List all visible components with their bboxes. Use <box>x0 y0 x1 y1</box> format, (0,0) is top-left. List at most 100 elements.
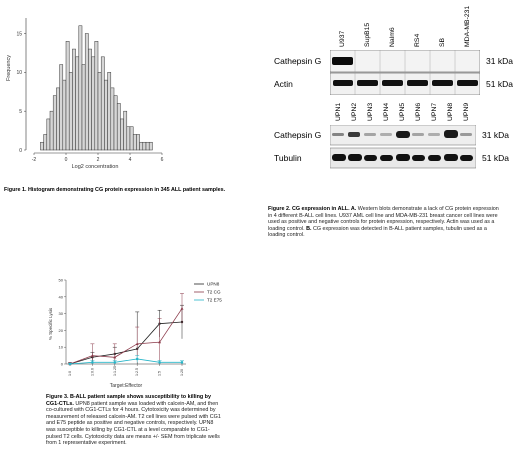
y-axis-label: % Specific Lysis <box>48 307 53 340</box>
blot-row-label: Tubulin <box>274 153 302 163</box>
lane-label: SupB15 <box>364 22 371 47</box>
x-axis-label: Target:Effector <box>110 383 143 389</box>
bottom-blot-image <box>330 125 476 169</box>
x-tick-label: 0 <box>65 157 68 163</box>
y-tick-label: 20 <box>59 328 64 333</box>
band <box>412 155 425 161</box>
histogram-bar <box>43 134 48 151</box>
x-tick-label: 1:20 <box>180 369 184 376</box>
band <box>396 154 410 161</box>
band <box>382 80 403 86</box>
lane-label: UPN9 <box>463 102 470 121</box>
histogram-bar <box>100 56 105 151</box>
x-tick-label: 1:5 <box>158 371 162 376</box>
figure3-caption-title: Figure 3. B-ALL patient sample shows sus… <box>46 394 211 407</box>
x-tick-label: 2 <box>97 157 100 163</box>
lane-label: U937 <box>339 30 346 47</box>
y-tick-label: 10 <box>59 345 64 350</box>
lane-label: UPN6 <box>415 102 422 121</box>
kda-marker: 51 kDa <box>486 79 513 89</box>
figure3-caption-text: UPN8 patient sample was loaded with calc… <box>46 400 221 447</box>
histogram-bar <box>120 118 124 151</box>
band <box>332 154 346 161</box>
band <box>407 80 428 86</box>
data-point <box>180 307 184 310</box>
series-line <box>69 308 183 365</box>
band <box>348 154 362 161</box>
histogram-bar <box>40 141 44 151</box>
blot-row-label: Cathepsin G <box>274 56 322 66</box>
band <box>333 80 353 86</box>
y-axis-label: Frequency <box>6 55 12 81</box>
x-tick-label: -2 <box>32 157 37 163</box>
histogram-bar <box>84 33 89 151</box>
y-tick-label: 40 <box>59 294 64 299</box>
x-axis-label: Log2 concentration <box>72 164 119 170</box>
histogram-bar <box>81 64 86 151</box>
y-tick-label: 50 <box>59 278 64 283</box>
histogram-bar <box>132 134 137 151</box>
histogram-bar <box>123 110 128 151</box>
histogram-bar <box>107 72 112 151</box>
lane-label: UPN1 <box>335 102 342 121</box>
histogram-bar <box>52 95 57 151</box>
lane-label: UPN5 <box>399 102 406 121</box>
figure2-caption: Figure 2. CG expression in ALL. A. Weste… <box>268 206 500 239</box>
figure1-caption-title: Figure 1. Histogram demonstrating CG pro… <box>4 187 226 193</box>
histogram-bar <box>110 87 115 151</box>
lane-label: MDA-MB-231 <box>464 5 471 47</box>
y-tick-label: 0 <box>19 148 22 154</box>
top-blot-image <box>330 50 480 95</box>
figure2-caption-text-a: Western blots demonstrate a lack of CG p… <box>268 206 499 232</box>
x-tick-label: 1:2.5 <box>135 368 139 376</box>
figure1-caption: Figure 1. Histogram demonstrating CG pro… <box>4 187 234 194</box>
data-point <box>158 361 161 364</box>
histogram-bar <box>75 56 80 151</box>
band <box>457 80 478 86</box>
x-tick-label: 1:1.25 <box>113 366 117 376</box>
band <box>460 155 473 161</box>
series-line <box>69 321 183 365</box>
band <box>396 131 410 138</box>
lane-label: UPN3 <box>367 102 374 121</box>
figure3-line-chart: % Specific Lysis Target:Effector 0 10 20 30… <box>48 278 222 390</box>
figure1-histogram: Frequency Log2 concentration 0 5 10 15 -2 0 2 4… <box>6 18 164 170</box>
x-tick-label: 4 <box>129 157 132 163</box>
blot-row-label: Cathepsin G <box>274 130 322 140</box>
band <box>357 80 378 86</box>
histogram-bar <box>68 72 73 151</box>
data-point <box>136 357 139 361</box>
y-tick-label: 15 <box>16 31 22 37</box>
data-point <box>135 342 139 345</box>
histogram-bar <box>62 79 67 151</box>
lane-label: RS4 <box>414 33 421 47</box>
histogram-bar <box>97 72 102 151</box>
histogram-bar <box>91 56 96 151</box>
lane-label: UPN7 <box>431 102 438 121</box>
figure2-caption-b: B. <box>306 225 312 232</box>
histogram-bar <box>65 41 70 151</box>
histogram-bar <box>145 141 150 151</box>
data-point <box>158 340 162 344</box>
histogram-bar <box>136 134 140 151</box>
band <box>444 130 458 138</box>
band <box>444 154 458 161</box>
x-tick-label: 6 <box>161 157 164 163</box>
data-point <box>91 361 94 364</box>
band <box>332 133 344 136</box>
blot-row-label: Actin <box>274 79 293 89</box>
lane-label: UPN4 <box>383 102 390 121</box>
legend-label: UPN8 <box>207 282 220 287</box>
band <box>380 133 392 136</box>
histogram-bar <box>139 141 144 151</box>
figure2-blots: U937 SupB15 Nalm6 RS4 SB MDA-MB-231 Cathepsin… <box>268 0 520 180</box>
histogram-bar <box>142 141 147 151</box>
data-point <box>90 354 94 357</box>
data-point <box>68 362 72 366</box>
histogram-bar <box>46 118 51 151</box>
histogram-bar <box>49 110 54 151</box>
band <box>364 155 377 161</box>
lane-label: UPN8 <box>447 102 454 121</box>
histogram-bar <box>72 48 76 151</box>
band <box>364 133 376 136</box>
